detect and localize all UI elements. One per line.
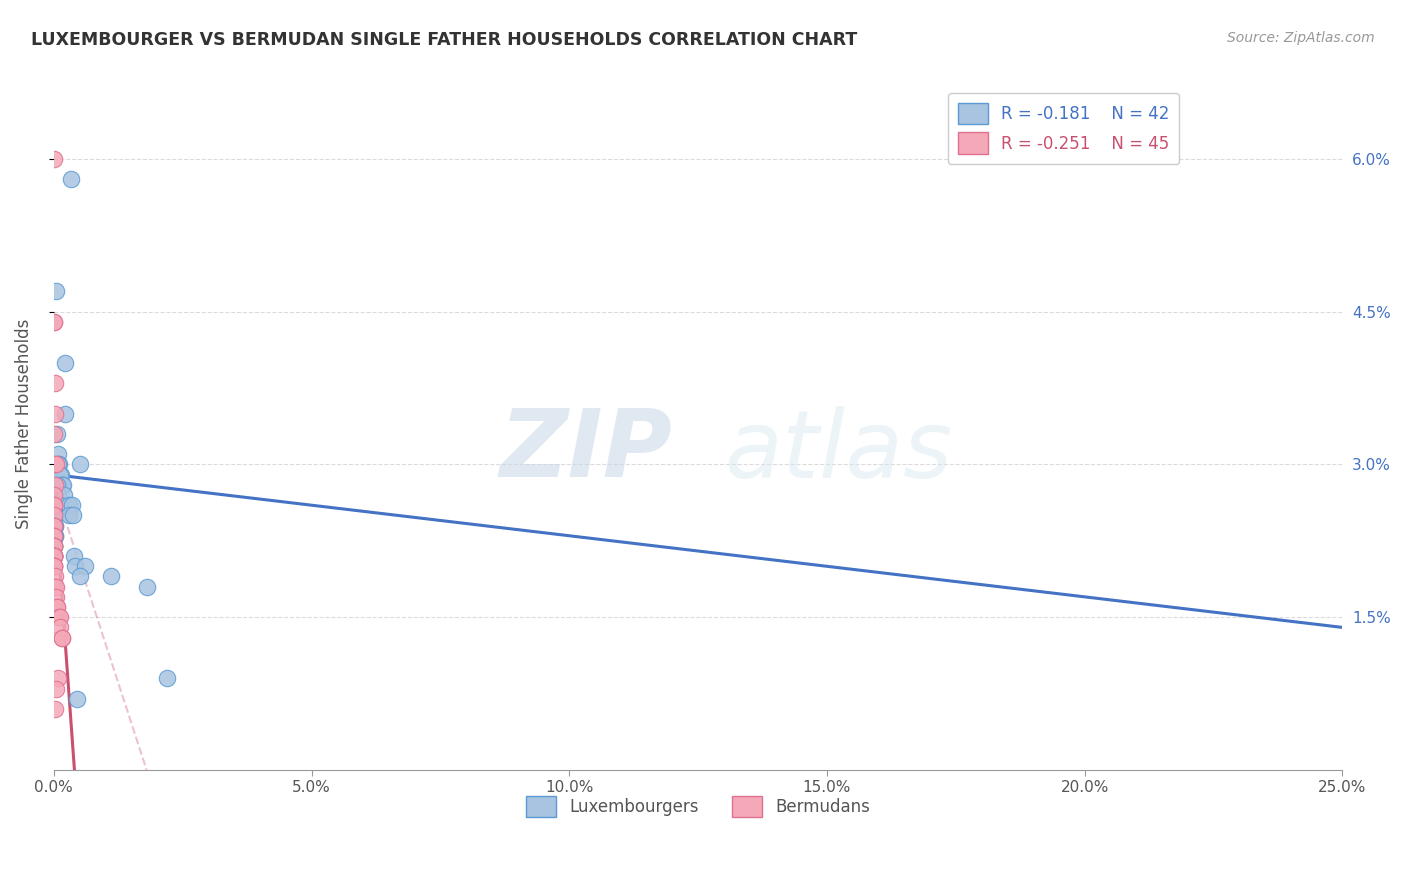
Point bbox=[44, 559, 66, 574]
Point bbox=[45, 580, 67, 594]
Point bbox=[44, 549, 66, 563]
Point bbox=[45, 590, 67, 604]
Point bbox=[65, 559, 87, 574]
Point bbox=[66, 691, 89, 706]
Point bbox=[100, 569, 122, 583]
Point bbox=[44, 549, 66, 563]
Point bbox=[44, 518, 66, 533]
Point bbox=[44, 549, 66, 563]
Point bbox=[52, 478, 75, 492]
Legend: Luxembourgers, Bermudans: Luxembourgers, Bermudans bbox=[519, 789, 877, 824]
Point bbox=[44, 539, 66, 553]
Point bbox=[44, 407, 66, 421]
Point bbox=[51, 478, 73, 492]
Point bbox=[44, 315, 66, 329]
Point bbox=[44, 518, 66, 533]
Point bbox=[53, 407, 76, 421]
Point bbox=[44, 549, 66, 563]
Point bbox=[44, 518, 66, 533]
Point bbox=[58, 508, 80, 523]
Point bbox=[44, 458, 66, 472]
Point bbox=[46, 600, 69, 615]
Point bbox=[44, 549, 66, 563]
Point bbox=[44, 508, 66, 523]
Point bbox=[46, 458, 69, 472]
Point bbox=[44, 549, 66, 563]
Text: Source: ZipAtlas.com: Source: ZipAtlas.com bbox=[1227, 31, 1375, 45]
Point bbox=[44, 508, 66, 523]
Point bbox=[45, 478, 67, 492]
Point bbox=[44, 376, 66, 390]
Point bbox=[58, 498, 80, 512]
Point bbox=[44, 539, 66, 553]
Point bbox=[44, 498, 66, 512]
Point bbox=[46, 488, 69, 502]
Text: LUXEMBOURGER VS BERMUDAN SINGLE FATHER HOUSEHOLDS CORRELATION CHART: LUXEMBOURGER VS BERMUDAN SINGLE FATHER H… bbox=[31, 31, 858, 49]
Point bbox=[62, 508, 84, 523]
Point bbox=[44, 508, 66, 523]
Point bbox=[46, 426, 69, 441]
Point bbox=[44, 488, 66, 502]
Text: ZIP: ZIP bbox=[499, 406, 672, 498]
Point bbox=[44, 549, 66, 563]
Point bbox=[45, 681, 67, 696]
Point bbox=[60, 172, 83, 186]
Point bbox=[46, 671, 69, 685]
Point bbox=[44, 702, 66, 716]
Point bbox=[44, 508, 66, 523]
Point bbox=[44, 559, 66, 574]
Point bbox=[45, 600, 67, 615]
Point bbox=[156, 671, 179, 685]
Point bbox=[48, 458, 70, 472]
Point bbox=[44, 569, 66, 583]
Point bbox=[45, 285, 67, 299]
Point bbox=[44, 539, 66, 553]
Point bbox=[48, 447, 70, 461]
Point bbox=[44, 559, 66, 574]
Point bbox=[49, 467, 72, 482]
Point bbox=[49, 620, 72, 634]
Point bbox=[69, 569, 91, 583]
Point bbox=[44, 559, 66, 574]
Y-axis label: Single Father Households: Single Father Households bbox=[15, 318, 32, 529]
Point bbox=[53, 356, 76, 370]
Point bbox=[49, 467, 72, 482]
Point bbox=[45, 458, 67, 472]
Point bbox=[63, 549, 86, 563]
Point bbox=[44, 518, 66, 533]
Point bbox=[44, 529, 66, 543]
Point bbox=[51, 631, 73, 645]
Point bbox=[44, 529, 66, 543]
Point bbox=[135, 580, 157, 594]
Point bbox=[69, 458, 91, 472]
Point bbox=[60, 498, 83, 512]
Point bbox=[44, 529, 66, 543]
Point bbox=[51, 478, 73, 492]
Point bbox=[44, 315, 66, 329]
Point bbox=[48, 610, 70, 624]
Point bbox=[44, 426, 66, 441]
Point bbox=[44, 529, 66, 543]
Point bbox=[44, 549, 66, 563]
Point bbox=[48, 498, 70, 512]
Point bbox=[44, 539, 66, 553]
Point bbox=[44, 539, 66, 553]
Text: atlas: atlas bbox=[724, 406, 952, 497]
Point bbox=[51, 631, 73, 645]
Point bbox=[48, 610, 70, 624]
Point bbox=[48, 498, 70, 512]
Point bbox=[53, 488, 76, 502]
Point bbox=[44, 152, 66, 166]
Point bbox=[44, 580, 66, 594]
Point bbox=[44, 478, 66, 492]
Point bbox=[73, 559, 96, 574]
Point bbox=[44, 498, 66, 512]
Point bbox=[44, 539, 66, 553]
